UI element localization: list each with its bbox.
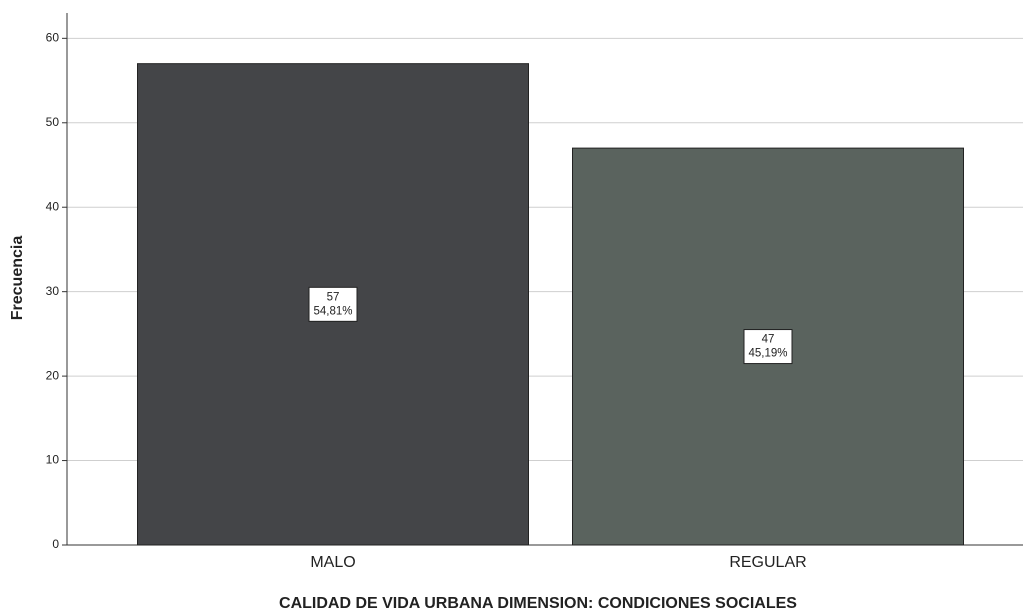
y-axis-title: Frecuencia [9,236,26,321]
y-tick-label: 30 [46,284,60,298]
data-label-box [743,329,793,365]
data-label: 47 [762,334,775,346]
y-tick-label: 50 [46,115,60,129]
percentage-label: 45,19% [748,348,787,360]
x-tick-label: MALO [310,554,355,571]
x-tick-label: REGULAR [729,554,806,571]
data-label-box [308,286,358,322]
y-tick-label: 10 [46,453,60,467]
y-tick-label: 20 [46,368,60,382]
y-tick-label: 60 [46,31,60,45]
y-tick-label: 40 [46,199,60,213]
x-axis-title: CALIDAD DE VIDA URBANA DIMENSION: CONDIC… [279,595,797,612]
y-tick-label: 0 [52,537,59,551]
percentage-label: 54,81% [313,305,352,317]
data-label: 57 [327,291,340,303]
